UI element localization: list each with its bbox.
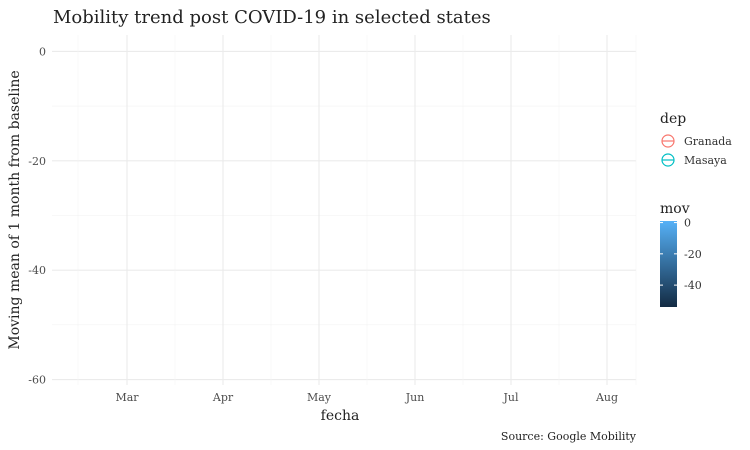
- y-tick-label: -60: [28, 374, 46, 387]
- colorbar-label: 0: [684, 217, 691, 230]
- legend-label: Masaya: [684, 154, 727, 167]
- x-tick-label: Jun: [405, 391, 425, 404]
- chart-title: Mobility trend post COVID-19 in selected…: [53, 7, 491, 28]
- x-tick-label: Mar: [115, 391, 139, 404]
- color-legend: dep Granada Masaya: [660, 111, 732, 167]
- chart-caption: Source: Google Mobility: [501, 430, 637, 443]
- x-axis-ticks: Mar Apr May Jun Jul Aug: [115, 391, 618, 404]
- x-tick-label: Jul: [502, 391, 518, 404]
- colorbar-label: -40: [684, 279, 702, 292]
- y-tick-label: -20: [28, 155, 46, 168]
- y-axis-title: Moving mean of 1 month from baseline: [7, 70, 23, 349]
- fill-legend-title: mov: [660, 201, 690, 217]
- legend-key-masaya: Masaya: [661, 153, 727, 167]
- legend-key-granada: Granada: [661, 134, 732, 148]
- colorbar-label: -20: [684, 248, 702, 261]
- fill-legend: mov 0 -20 -40: [660, 201, 702, 307]
- x-axis-title: fecha: [321, 408, 360, 424]
- color-legend-title: dep: [660, 111, 686, 127]
- y-tick-label: 0: [39, 45, 46, 58]
- x-tick-label: May: [307, 391, 332, 404]
- x-tick-label: Apr: [212, 391, 234, 404]
- y-axis-ticks: 0 -20 -40 -60: [28, 45, 46, 386]
- x-tick-label: Aug: [595, 391, 618, 404]
- y-tick-label: -40: [28, 264, 46, 277]
- fill-colorbar: [660, 221, 677, 307]
- legend-label: Granada: [684, 135, 732, 148]
- plot-grid: [52, 35, 637, 385]
